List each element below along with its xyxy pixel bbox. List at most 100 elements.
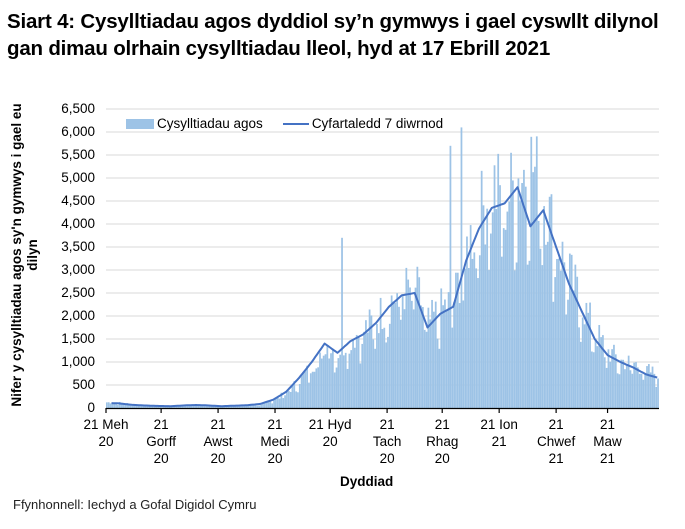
- bar: [504, 229, 507, 408]
- x-tick-label: 21 Gorff 20: [146, 417, 176, 466]
- bar: [482, 205, 485, 408]
- bar: [524, 186, 527, 408]
- bar: [109, 403, 112, 408]
- bar: [302, 372, 305, 408]
- bar: [576, 276, 579, 408]
- bar: [583, 324, 586, 408]
- bar: [249, 404, 252, 408]
- bar: [298, 384, 301, 408]
- bar: [523, 169, 525, 408]
- bar: [517, 178, 520, 408]
- bar: [613, 344, 615, 408]
- bar: [287, 390, 290, 408]
- bar: [219, 406, 222, 408]
- bar: [635, 362, 637, 408]
- bar: [262, 403, 264, 408]
- legend-line-label: Cyfartaledd 7 diwrnod: [311, 116, 444, 131]
- bar: [197, 404, 200, 408]
- bar: [379, 297, 382, 408]
- bar: [633, 362, 636, 408]
- y-tick-label: 6,000: [61, 124, 95, 139]
- bar: [477, 278, 479, 408]
- bar: [236, 405, 239, 408]
- bar: [264, 402, 266, 408]
- bar: [513, 270, 516, 408]
- bar: [519, 200, 522, 408]
- bar: [425, 331, 428, 408]
- bar: [113, 402, 116, 408]
- bar: [642, 379, 645, 408]
- bar: [543, 206, 546, 408]
- bar: [541, 265, 544, 408]
- bar: [587, 312, 590, 408]
- bar: [559, 270, 562, 408]
- bar: [124, 403, 127, 408]
- bar: [399, 319, 402, 408]
- bar: [501, 256, 503, 408]
- bar: [422, 307, 424, 408]
- bar: [532, 172, 534, 408]
- bar: [324, 354, 327, 408]
- bar: [254, 405, 257, 408]
- seven-day-average-line: [111, 186, 658, 408]
- bar: [427, 307, 430, 408]
- bar: [469, 225, 472, 408]
- bar: [653, 373, 656, 408]
- bar: [330, 353, 332, 408]
- bar: [115, 404, 117, 408]
- bar: [120, 402, 123, 408]
- bar: [335, 367, 338, 408]
- bar: [210, 405, 213, 408]
- bar: [293, 381, 296, 408]
- bar: [456, 272, 459, 408]
- y-tick-label: 4,500: [61, 193, 95, 208]
- bar: [436, 338, 439, 408]
- bar: [133, 404, 136, 408]
- bar: [331, 348, 334, 408]
- bar: [234, 405, 237, 408]
- bar: [170, 406, 173, 408]
- bar: [563, 262, 566, 408]
- bar: [647, 364, 650, 408]
- bar: [126, 403, 128, 408]
- bar: [368, 309, 371, 408]
- bar: [495, 209, 498, 408]
- bar: [139, 404, 141, 408]
- bar: [581, 317, 584, 408]
- bar: [341, 237, 343, 408]
- bar: [620, 359, 623, 408]
- bar: [475, 268, 478, 408]
- bar: [354, 347, 356, 408]
- bar: [550, 194, 553, 408]
- bar: [385, 342, 388, 408]
- bar: [140, 405, 143, 408]
- bar: [232, 406, 235, 408]
- bar: [412, 309, 415, 408]
- bar: [649, 372, 652, 408]
- bar: [218, 406, 220, 408]
- bar: [273, 400, 275, 408]
- bar: [135, 404, 138, 408]
- bar: [181, 406, 184, 408]
- bar: [616, 373, 619, 408]
- bar: [118, 401, 121, 408]
- bar: [300, 374, 303, 408]
- bar: [265, 401, 268, 408]
- bar: [276, 397, 279, 408]
- bar: [370, 315, 373, 408]
- bar: [618, 374, 621, 408]
- bar: [381, 329, 384, 408]
- bar: [464, 268, 467, 408]
- y-tick-label: 2,500: [61, 285, 95, 300]
- bar: [638, 373, 641, 408]
- bar: [326, 345, 329, 408]
- bar: [478, 255, 481, 408]
- bar: [552, 301, 555, 408]
- bar: [366, 332, 369, 408]
- bar: [309, 373, 312, 408]
- bar: [337, 358, 340, 408]
- bar: [598, 325, 601, 408]
- bar: [460, 127, 463, 409]
- bar: [401, 294, 404, 408]
- y-tick-label: 2,000: [61, 308, 95, 323]
